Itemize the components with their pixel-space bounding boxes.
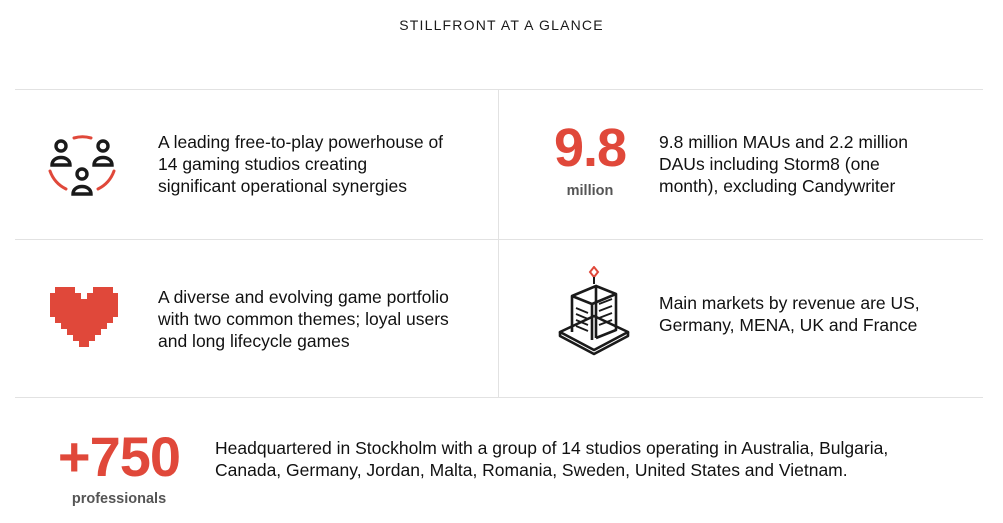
divider-middle bbox=[15, 239, 983, 240]
portfolio-description: A diverse and evolving game portfolio wi… bbox=[158, 287, 449, 351]
mau-stat-value: 9.8 bbox=[553, 118, 627, 178]
page-title: STILLFRONT AT A GLANCE bbox=[399, 17, 604, 33]
employees-stat-value: +750 bbox=[57, 425, 181, 488]
markets-description: Main markets by revenue are US, Germany,… bbox=[659, 293, 920, 335]
people-group-icon bbox=[46, 131, 118, 199]
employees-stat-unit: professionals bbox=[71, 491, 167, 507]
pixel-heart-icon bbox=[50, 287, 118, 347]
users-description: 9.8 million MAUs and 2.2 million DAUs in… bbox=[659, 132, 908, 196]
mau-stat-unit: million bbox=[566, 183, 614, 199]
divider-vertical bbox=[498, 89, 499, 397]
office-building-icon bbox=[556, 265, 634, 360]
studios-description: A leading free-to-play powerhouse of 14 … bbox=[158, 132, 444, 196]
divider-bottom bbox=[15, 397, 983, 398]
employees-description: Headquartered in Stockholm with a group … bbox=[215, 438, 889, 480]
divider-top bbox=[15, 89, 983, 90]
